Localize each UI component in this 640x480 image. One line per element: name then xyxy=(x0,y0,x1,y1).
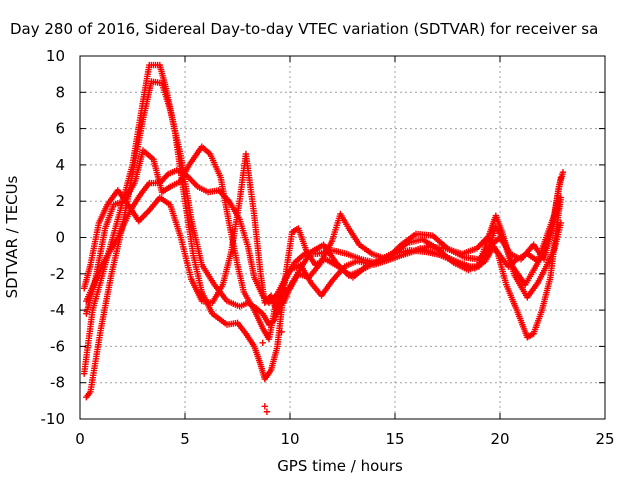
y-tick-label: -8 xyxy=(50,374,65,392)
x-tick-label: 20 xyxy=(490,430,509,448)
data-point xyxy=(559,168,567,176)
y-tick-label: 6 xyxy=(55,120,65,138)
data-point xyxy=(261,403,268,410)
series-outliers xyxy=(259,328,285,415)
y-tick-label: -10 xyxy=(41,410,66,428)
y-tick-label: 2 xyxy=(55,192,65,210)
x-tick-label: 10 xyxy=(280,430,299,448)
y-tick-label: -4 xyxy=(50,301,65,319)
data-points xyxy=(81,61,567,415)
data-point xyxy=(557,174,565,181)
y-tick-label: 8 xyxy=(55,83,65,101)
x-tick-label: 0 xyxy=(75,430,85,448)
x-axis-label: GPS time / hours xyxy=(277,457,403,475)
y-axis-label: SDTVAR / TECUs xyxy=(3,175,21,298)
series-track-5 xyxy=(83,167,565,307)
data-point xyxy=(263,408,271,415)
data-point xyxy=(557,219,565,227)
x-tick-label: 25 xyxy=(595,430,614,448)
y-tick-label: -2 xyxy=(50,265,65,283)
y-tick-label: -6 xyxy=(50,337,65,355)
axis-ticks: 0 5 10 15 20 25 -10 -8 -6 -4 -2 0 2 4 6 8 10 xyxy=(41,47,615,448)
y-tick-label: 0 xyxy=(55,229,65,247)
data-point xyxy=(278,328,285,336)
x-tick-label: 15 xyxy=(385,430,404,448)
x-tick-label: 5 xyxy=(180,430,190,448)
y-tick-label: 10 xyxy=(46,47,65,65)
y-tick-label: 4 xyxy=(55,156,65,174)
data-point xyxy=(259,339,266,346)
chart-title: Day 280 of 2016, Sidereal Day-to-day VTE… xyxy=(10,20,598,38)
